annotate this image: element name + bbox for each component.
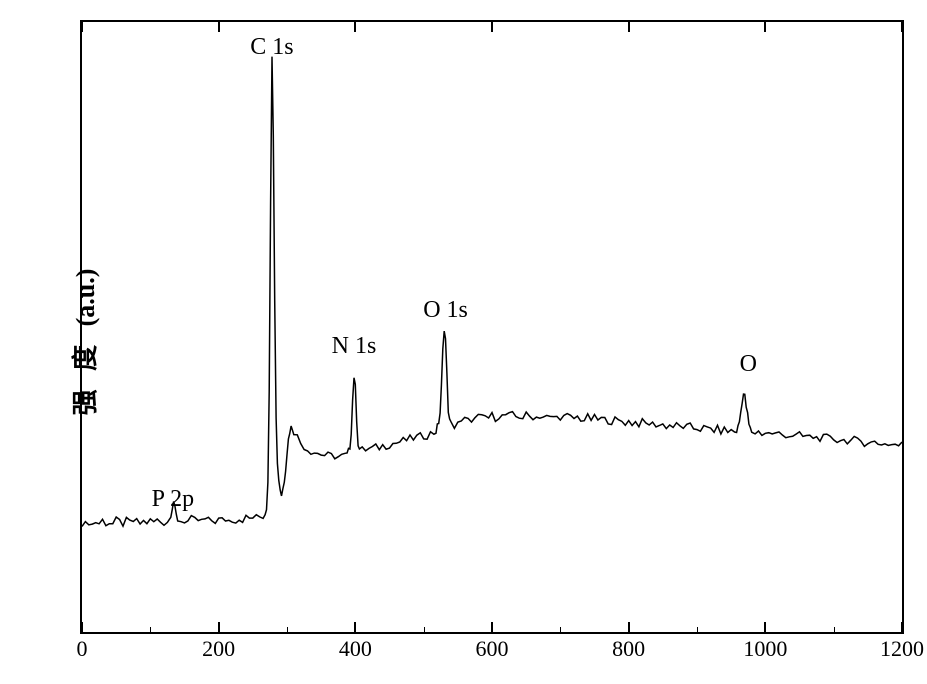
x-tick-major (491, 22, 493, 32)
peak-label: N 1s (332, 333, 377, 360)
x-tick-major (218, 622, 220, 632)
x-tick-major (628, 22, 630, 32)
x-tick-major (491, 622, 493, 632)
x-tick-minor (424, 627, 425, 632)
peak-label: P 2p (152, 486, 194, 513)
peak-label: O (740, 351, 757, 378)
plot-area: 020040060080010001200P 2pC 1sN 1sO 1sO (80, 20, 904, 634)
x-tick-minor (697, 627, 698, 632)
x-tick-major (81, 22, 83, 32)
x-tick-label: 400 (339, 636, 372, 662)
x-tick-label: 1000 (743, 636, 787, 662)
x-tick-major (354, 22, 356, 32)
spectrum-line (82, 22, 902, 632)
peak-label: O 1s (423, 297, 468, 324)
x-tick-major (901, 22, 903, 32)
x-tick-major (901, 622, 903, 632)
x-tick-minor (150, 627, 151, 632)
x-tick-major (218, 22, 220, 32)
x-tick-major (81, 622, 83, 632)
x-tick-label: 200 (202, 636, 235, 662)
x-tick-major (764, 622, 766, 632)
x-tick-label: 600 (476, 636, 509, 662)
x-tick-label: 800 (612, 636, 645, 662)
x-tick-minor (834, 627, 835, 632)
x-tick-label: 1200 (880, 636, 924, 662)
x-tick-major (764, 22, 766, 32)
x-tick-label: 0 (77, 636, 88, 662)
peak-label: C 1s (250, 34, 293, 61)
x-tick-minor (560, 627, 561, 632)
x-tick-major (354, 622, 356, 632)
chart-container: 强 度 (a.u.) 020040060080010001200P 2pC 1s… (0, 0, 927, 684)
x-tick-major (628, 622, 630, 632)
x-tick-minor (287, 627, 288, 632)
